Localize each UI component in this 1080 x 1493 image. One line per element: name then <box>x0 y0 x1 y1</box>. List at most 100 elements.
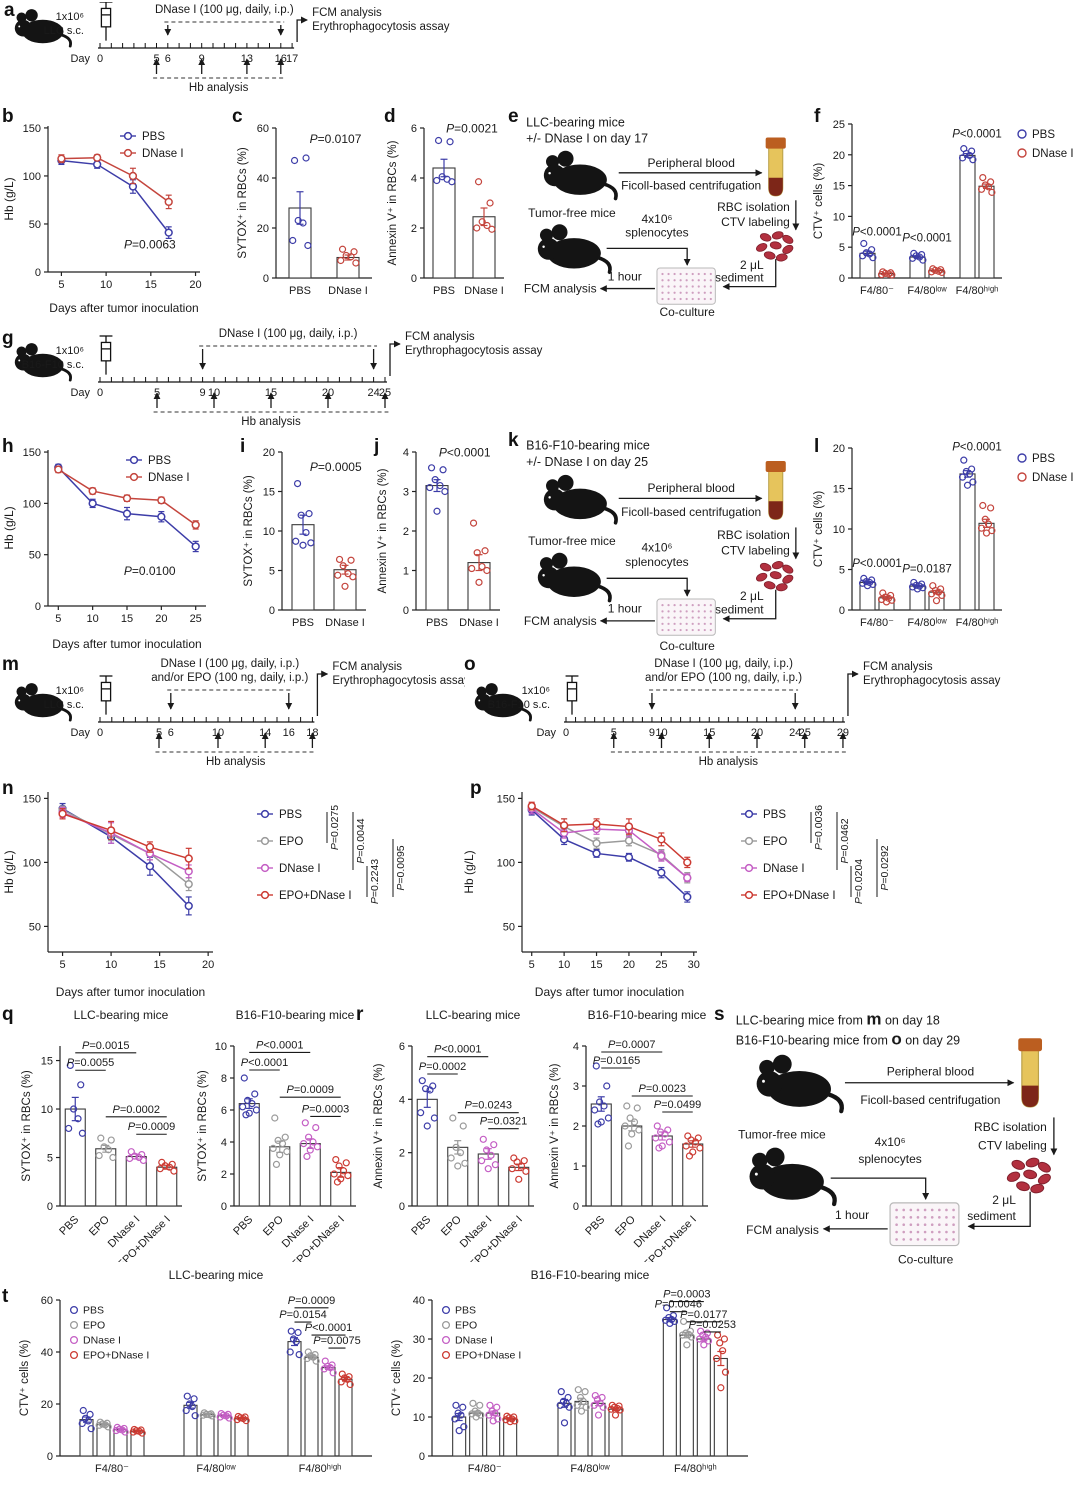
svg-text:P=0.0462: P=0.0462 <box>839 818 851 863</box>
svg-text:150: 150 <box>23 447 41 459</box>
svg-text:16: 16 <box>283 727 295 739</box>
svg-text:FCM analysis: FCM analysis <box>405 331 475 343</box>
svg-text:EPO: EPO <box>83 1320 105 1332</box>
svg-text:0: 0 <box>839 605 845 617</box>
svg-text:PBS: PBS <box>1032 129 1055 141</box>
panel-label-a: a <box>4 0 15 21</box>
svg-text:EPO: EPO <box>763 836 787 848</box>
svg-text:0: 0 <box>403 605 409 617</box>
svg-text:EPO: EPO <box>279 836 303 848</box>
svg-text:PBS: PBS <box>433 285 455 297</box>
svg-text:DNase I (100 μg, daily, i.p.): DNase I (100 μg, daily, i.p.) <box>160 658 299 670</box>
svg-text:P=0.0003: P=0.0003 <box>302 1103 349 1115</box>
svg-text:20: 20 <box>155 613 167 625</box>
svg-text:P=0.0204: P=0.0204 <box>853 859 865 904</box>
svg-text:2: 2 <box>573 1121 579 1133</box>
svg-text:F4/80⁻: F4/80⁻ <box>468 1463 502 1475</box>
panel-label-g: g <box>2 328 14 349</box>
svg-text:RBC isolation: RBC isolation <box>717 528 790 542</box>
svg-text:and/or EPO (100 ng, daily, i.p: and/or EPO (100 ng, daily, i.p.) <box>151 672 308 684</box>
svg-text:24: 24 <box>367 387 379 399</box>
svg-text:and/or EPO (100 ng, daily, i.p: and/or EPO (100 ng, daily, i.p.) <box>645 672 802 684</box>
svg-text:SYTOX⁺ in RBCs (%): SYTOX⁺ in RBCs (%) <box>197 1070 209 1181</box>
svg-text:LLC-bearing mice: LLC-bearing mice <box>426 1008 521 1022</box>
svg-text:P=0.0321: P=0.0321 <box>480 1116 527 1128</box>
svg-text:P=0.0044: P=0.0044 <box>355 818 367 863</box>
chart-sytox-llc: 0 20 40 60 SYTOX⁺ in RBCs (%) PBS DNase I P=0.0… <box>234 112 386 318</box>
svg-text:0: 0 <box>269 605 275 617</box>
svg-text:17: 17 <box>286 53 298 65</box>
svg-text:Annexin V⁺ in RBCs (%): Annexin V⁺ in RBCs (%) <box>373 1063 385 1188</box>
svg-text:EPO+DNase I: EPO+DNase I <box>83 1350 149 1362</box>
panel-label-d: d <box>384 106 396 127</box>
svg-text:EPO+DNase I: EPO+DNase I <box>763 890 836 902</box>
svg-text:25: 25 <box>190 613 202 625</box>
svg-text:PBS: PBS <box>279 809 302 821</box>
panel-label-t: t <box>2 1286 9 1307</box>
chart-ctv-combo: LLC-bearing mice 0 20 40 60 CTV⁺ cells (%) F4/… <box>16 1266 776 1492</box>
svg-text:P=0.0007: P=0.0007 <box>608 1039 655 1051</box>
svg-text:DNase I: DNase I <box>1032 472 1074 484</box>
svg-text:PBS: PBS <box>231 1214 255 1238</box>
svg-text:CTV labeling: CTV labeling <box>978 1139 1047 1153</box>
svg-text:5: 5 <box>839 565 845 577</box>
svg-text:15: 15 <box>263 487 275 499</box>
chart-sytox-combo: LLC-bearing mice 0 5 10 15 SYTOX⁺ in RBCs (%)… <box>18 1006 364 1271</box>
svg-text:FCM analysis: FCM analysis <box>332 661 402 673</box>
svg-text:100: 100 <box>23 498 41 510</box>
svg-text:0: 0 <box>97 387 103 399</box>
svg-text:CTV⁺ cells (%): CTV⁺ cells (%) <box>813 163 825 240</box>
svg-text:P=0.0165: P=0.0165 <box>593 1055 640 1067</box>
svg-text:EPO: EPO <box>439 1213 464 1238</box>
svg-text:FCM analysis: FCM analysis <box>312 7 382 19</box>
chart-annexin-combo: LLC-bearing mice 0 2 4 6 Annexin V⁺ in RBCs (… <box>370 1006 716 1271</box>
svg-text:0: 0 <box>97 727 103 739</box>
svg-text:PBS: PBS <box>83 1305 104 1317</box>
svg-text:2 μL: 2 μL <box>740 589 764 603</box>
svg-text:0: 0 <box>419 1451 425 1463</box>
svg-text:sediment: sediment <box>967 1209 1016 1223</box>
svg-text:P=0.0243: P=0.0243 <box>465 1100 512 1112</box>
svg-text:PBS: PBS <box>763 809 786 821</box>
svg-text:9: 9 <box>649 727 655 739</box>
svg-text:P=0.0177: P=0.0177 <box>680 1309 727 1321</box>
chart-annexin-llc: 0 2 4 6 Annexin V⁺ in RBCs (%) PBS DNase I P=0.… <box>384 112 511 318</box>
svg-text:SYTOX⁺ in RBCs (%): SYTOX⁺ in RBCs (%) <box>243 475 255 586</box>
svg-text:2: 2 <box>399 1148 405 1160</box>
svg-text:4x10⁶: 4x10⁶ <box>641 540 672 554</box>
svg-text:1 hour: 1 hour <box>608 270 642 284</box>
panel-label-c: c <box>232 106 243 127</box>
svg-text:4: 4 <box>573 1041 579 1053</box>
panel-label-k: k <box>508 430 519 451</box>
panel-label-l: l <box>814 436 820 457</box>
svg-text:5: 5 <box>55 613 61 625</box>
svg-text:30: 30 <box>413 1334 425 1346</box>
svg-text:splenocytes: splenocytes <box>625 555 688 569</box>
panel-label-e: e <box>508 106 519 127</box>
panel-label-q: q <box>2 1004 14 1025</box>
svg-text:10: 10 <box>41 1104 53 1116</box>
svg-text:Peripheral blood: Peripheral blood <box>647 481 734 495</box>
svg-text:PBS: PBS <box>583 1214 607 1238</box>
svg-text:PBS: PBS <box>455 1305 476 1317</box>
svg-text:24: 24 <box>789 727 801 739</box>
chart-sytox-b16: 0 5 10 15 20 SYTOX⁺ in RBCs (%) PBS DNase I P=0.… <box>240 436 374 654</box>
svg-text:P<0.0001: P<0.0001 <box>952 129 1002 141</box>
svg-text:Peripheral blood: Peripheral blood <box>647 156 734 170</box>
svg-text:P=0.0009: P=0.0009 <box>128 1121 175 1133</box>
svg-text:RBC isolation: RBC isolation <box>717 200 790 214</box>
svg-text:DNase I: DNase I <box>328 285 368 297</box>
svg-text:20: 20 <box>833 443 845 455</box>
svg-text:4x10⁶: 4x10⁶ <box>875 1135 906 1149</box>
svg-text:splenocytes: splenocytes <box>625 226 688 240</box>
svg-text:25: 25 <box>833 119 845 131</box>
svg-text:P=0.0046: P=0.0046 <box>655 1299 702 1311</box>
chart-hb-llc-epo: 50 100 150 5 10 15 20 Hb (g/L) Days after tumor … <box>0 778 650 1002</box>
svg-text:Day: Day <box>536 727 556 739</box>
panel-label-h: h <box>2 436 14 457</box>
svg-text:Erythrophagocytosis assay: Erythrophagocytosis assay <box>332 675 465 687</box>
svg-text:10: 10 <box>100 279 112 291</box>
svg-text:Days after tumor inoculation: Days after tumor inoculation <box>56 985 205 999</box>
svg-text:EPO+DNase I: EPO+DNase I <box>455 1350 521 1362</box>
svg-text:10: 10 <box>558 959 570 971</box>
